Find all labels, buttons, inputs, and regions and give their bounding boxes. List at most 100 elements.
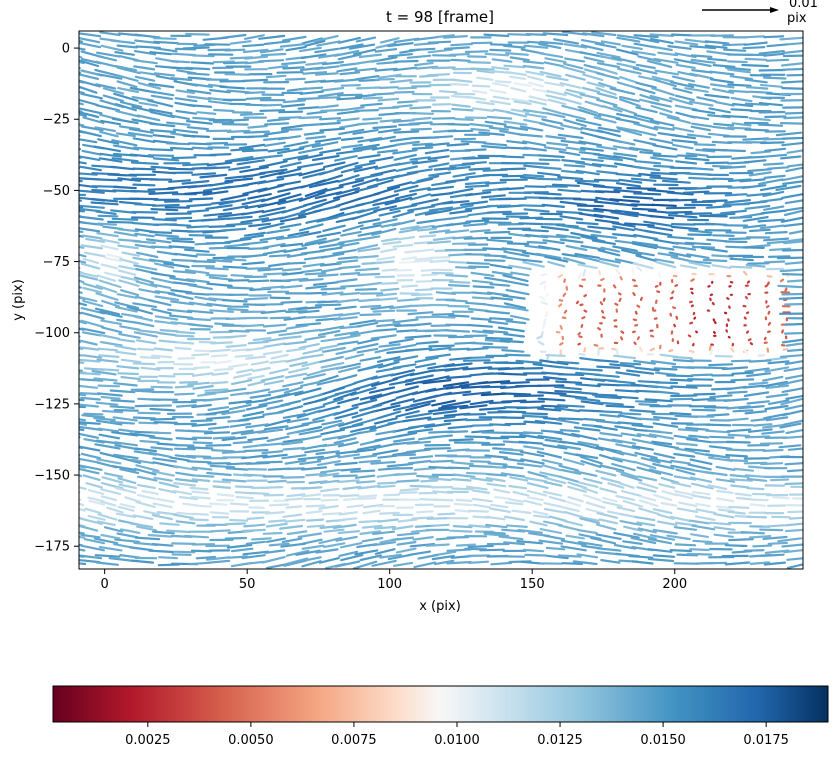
quiver-arrow xyxy=(83,251,106,258)
quiver-arrow xyxy=(234,354,254,358)
quiver-arrow xyxy=(563,510,584,519)
quiver-arrow xyxy=(597,249,621,257)
quiver-arrow xyxy=(625,369,655,375)
quiver-arrow xyxy=(700,246,728,253)
quiver-arrow xyxy=(595,98,618,107)
quiver-arrow xyxy=(486,473,508,477)
quiver-arrow xyxy=(704,429,731,434)
quiver-arrow xyxy=(523,146,547,152)
chart-title: t = 98 [frame] xyxy=(386,8,494,26)
quiver-arrow xyxy=(649,214,675,220)
quiver-arrow xyxy=(120,358,142,364)
quiver-arrow xyxy=(301,486,323,490)
quiver-arrow xyxy=(650,203,677,207)
quiver-arrow xyxy=(175,478,198,483)
quiver-arrow xyxy=(389,304,413,310)
quiver-arrow xyxy=(523,208,550,213)
quiver-arrow xyxy=(355,255,379,259)
quiver-arrow xyxy=(394,140,420,146)
quiver-arrow xyxy=(632,318,638,322)
quiver-arrow xyxy=(79,405,87,409)
quiver-arrow xyxy=(358,519,381,524)
quiver-arrow xyxy=(79,59,100,68)
quiver-arrow xyxy=(505,501,524,506)
quiver-arrow xyxy=(221,122,249,126)
quiver-arrow xyxy=(285,261,306,265)
quiver-arrow xyxy=(337,174,360,183)
quiver-arrow xyxy=(282,335,302,340)
colorbar: 0.0025 0.0050 0.0075 0.0100 0.0125 0.0150 0.01… xyxy=(52,685,829,748)
quiver-arrow xyxy=(431,271,454,275)
quiver-arrow xyxy=(432,498,454,502)
quiver-arrow xyxy=(131,458,155,465)
quiver-arrow xyxy=(394,90,415,94)
quiver-arrow xyxy=(779,268,803,273)
quiver-arrow xyxy=(79,432,100,439)
quiver-arrow xyxy=(533,191,562,196)
quiver-arrow xyxy=(542,490,563,497)
quiver-arrow xyxy=(184,269,210,275)
quiver-arrow xyxy=(146,99,174,108)
quiver-arrow xyxy=(175,471,195,477)
quiver-arrow xyxy=(408,304,432,308)
quiver-arrow xyxy=(595,401,624,406)
quiver-arrow xyxy=(730,484,750,489)
quiver-arrow xyxy=(580,228,602,234)
quiver-arrow xyxy=(783,331,803,335)
quiver-arrow xyxy=(435,315,456,319)
quiver-arrow xyxy=(582,443,605,451)
quiver-arrow xyxy=(596,170,619,175)
quiver-arrow xyxy=(728,305,731,309)
quiver-arrow xyxy=(667,214,698,219)
quiver-arrow xyxy=(356,347,379,354)
quiver-arrow xyxy=(192,385,214,390)
quiver-arrow xyxy=(111,139,138,147)
quiver-arrow xyxy=(688,100,714,107)
quiver-arrow xyxy=(192,54,215,58)
quiver-arrow xyxy=(539,359,569,366)
quiver-arrow xyxy=(649,94,673,103)
quiver-arrow xyxy=(430,192,454,197)
quiver-arrow xyxy=(154,262,175,269)
quiver-arrow xyxy=(497,410,527,414)
quiver-arrow xyxy=(187,184,212,189)
quiver-arrow xyxy=(686,438,712,444)
quiver-arrow xyxy=(95,51,121,58)
quiver-arrow xyxy=(653,57,679,64)
quiver-arrow xyxy=(133,467,157,476)
quiver-arrow xyxy=(360,102,383,107)
quiver-arrow xyxy=(354,108,379,112)
quiver-arrow xyxy=(111,117,139,125)
quiver-arrow xyxy=(613,152,638,158)
quiver-arrow xyxy=(339,272,361,276)
quiver-arrow xyxy=(376,323,401,328)
quiver-arrow xyxy=(82,299,104,308)
quiver-arrow xyxy=(239,234,265,241)
quiver-arrow xyxy=(518,133,543,138)
quiver-arrow xyxy=(575,300,580,305)
quiver-arrow xyxy=(669,312,673,317)
quiver-arrow xyxy=(619,276,623,281)
quiver-arrow xyxy=(688,548,710,552)
quiver-arrow xyxy=(205,443,232,447)
quiver-arrow xyxy=(152,470,175,477)
quiver-arrow xyxy=(134,33,161,39)
quiver-arrow xyxy=(707,484,728,490)
quiver-arrow xyxy=(656,520,678,527)
quiver-arrow xyxy=(783,222,803,228)
quiver-arrow xyxy=(613,354,637,360)
colorbar-ticks: 0.0025 0.0050 0.0075 0.0100 0.0125 0.0150 0.01… xyxy=(125,722,789,748)
quiver-arrow xyxy=(80,319,105,328)
quiver-arrow xyxy=(537,245,561,251)
quiver-arrow xyxy=(563,57,586,63)
quiver-arrow xyxy=(444,229,470,234)
quiver-arrow xyxy=(764,115,787,119)
quiver-arrow xyxy=(779,155,802,160)
quiver-arrow xyxy=(734,492,752,497)
quiver-arrow xyxy=(276,71,304,74)
quiver-arrow xyxy=(79,189,105,194)
quiver-arrow xyxy=(377,128,402,134)
quiver-arrow xyxy=(593,425,618,431)
quiver-arrow xyxy=(623,222,655,227)
quiver-arrow xyxy=(304,237,327,245)
